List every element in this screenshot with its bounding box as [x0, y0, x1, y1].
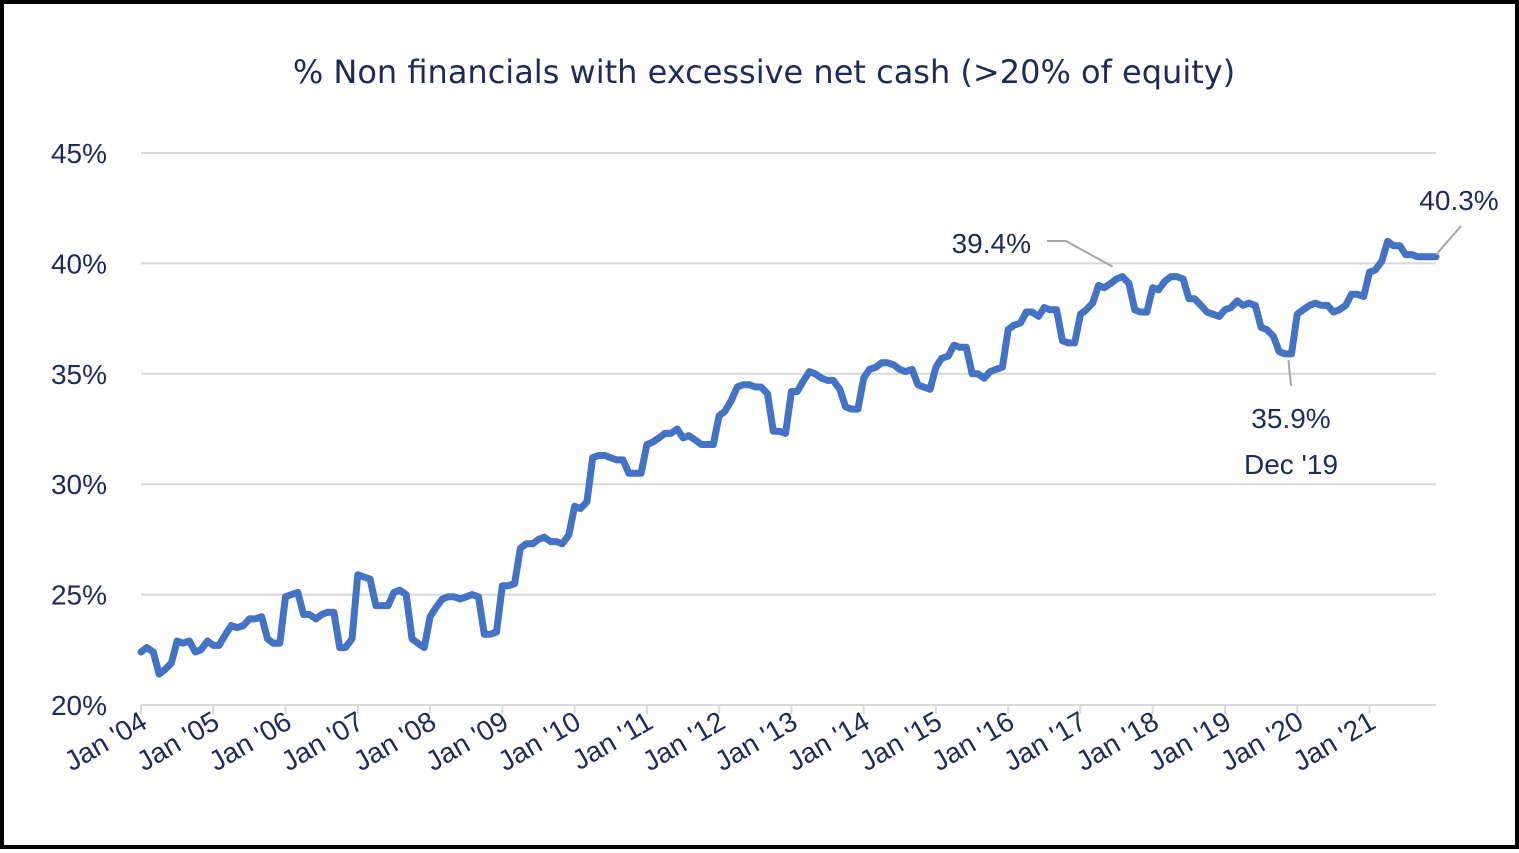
annotations: 39.4% 35.9% Dec '19 40.3% [952, 185, 1499, 480]
annotation-label: 40.3% [1419, 185, 1498, 216]
x-tick-label: Jan '10 [493, 705, 586, 777]
x-tick-label: Jan '18 [1071, 705, 1164, 777]
line-chart: % Non financials with excessive net cash… [51, 53, 1499, 777]
x-tick-label: Jan '14 [782, 705, 875, 777]
y-tick-label: 30% [51, 469, 107, 500]
x-tick-label: Jan '06 [204, 705, 297, 777]
x-tick-label: Jan '15 [854, 705, 947, 777]
x-tick-label: Jan '17 [999, 705, 1092, 777]
x-tick-label: Jan '05 [131, 705, 224, 777]
y-tick-label: 20% [51, 690, 107, 721]
x-tick-label: Jan '21 [1288, 705, 1381, 777]
annotation-label: 35.9% [1251, 403, 1330, 434]
chart-title: % Non financials with excessive net cash… [293, 53, 1235, 91]
y-axis: 20% 25% 30% 35% 40% 45% [51, 138, 107, 721]
x-tick-label: Jan '13 [709, 705, 802, 777]
y-tick-label: 40% [51, 248, 107, 279]
annotation-leader [1287, 359, 1292, 387]
y-tick-label: 35% [51, 359, 107, 390]
annotation-sublabel: Dec '19 [1244, 449, 1338, 480]
y-tick-label: 25% [51, 580, 107, 611]
x-tick-label: Jan '19 [1143, 705, 1236, 777]
series-group [137, 237, 1440, 678]
x-tick-label: Jan '20 [1215, 705, 1308, 777]
x-tick-label: Jan '12 [637, 705, 730, 777]
x-tick-label: Jan '16 [926, 705, 1019, 777]
annotation-label: 39.4% [952, 228, 1031, 259]
x-tick-label: Jan '08 [348, 705, 441, 777]
y-tick-label: 45% [51, 138, 107, 169]
x-tick-label: Jan '11 [567, 705, 658, 776]
x-tick-label: Jan '09 [420, 705, 513, 777]
x-tick-label: Jan '07 [276, 705, 369, 777]
annotation-leader [1047, 240, 1114, 268]
series-line [137, 237, 1440, 678]
annotation-leader [1435, 225, 1462, 256]
